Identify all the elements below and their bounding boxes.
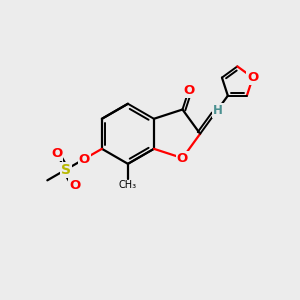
Text: O: O bbox=[177, 152, 188, 165]
Text: H: H bbox=[213, 104, 223, 117]
Text: CH₃: CH₃ bbox=[119, 180, 137, 190]
Text: O: O bbox=[247, 71, 258, 84]
Text: O: O bbox=[69, 179, 80, 192]
Text: O: O bbox=[183, 84, 194, 97]
Text: O: O bbox=[78, 153, 90, 166]
Text: O: O bbox=[51, 147, 62, 161]
Text: S: S bbox=[61, 163, 71, 177]
